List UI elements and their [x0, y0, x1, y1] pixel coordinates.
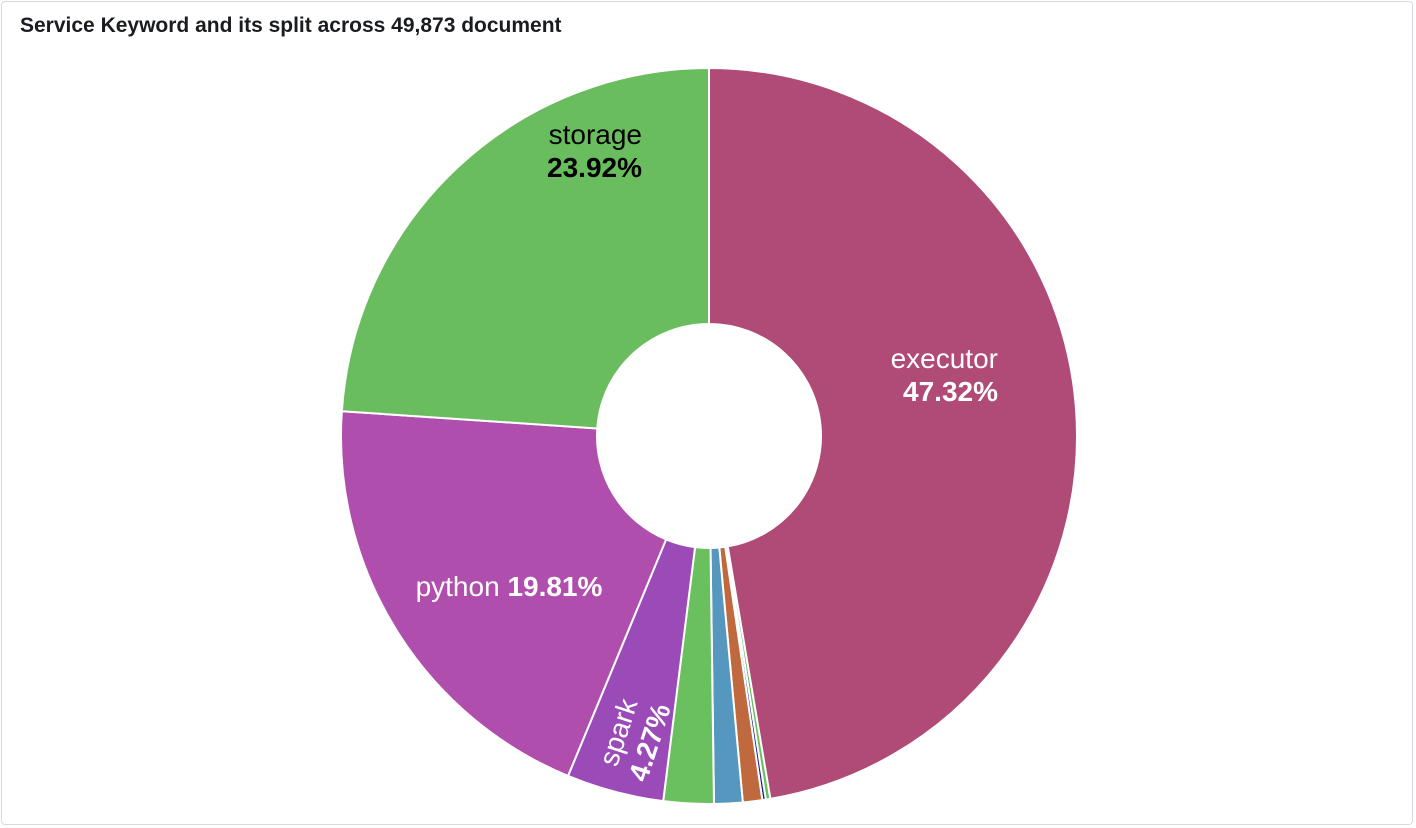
label-executor-value: 47.32%	[903, 376, 998, 407]
slices-layer	[340, 66, 1078, 805]
slice-python[interactable]	[340, 410, 668, 778]
label-storage-value: 23.92%	[547, 152, 642, 183]
label-python-name: python	[416, 571, 508, 602]
chart-title: Service Keyword and its split across 49,…	[20, 14, 562, 37]
svg-text:python 19.81%: python 19.81%	[416, 571, 603, 602]
label-storage-name: storage	[549, 119, 642, 150]
label-python-value: 19.81%	[507, 571, 602, 602]
slice-storage[interactable]	[340, 66, 710, 430]
slice-executor[interactable]	[708, 66, 1078, 801]
label-python: python 19.81%	[416, 571, 603, 602]
label-executor-name: executor	[891, 343, 998, 374]
